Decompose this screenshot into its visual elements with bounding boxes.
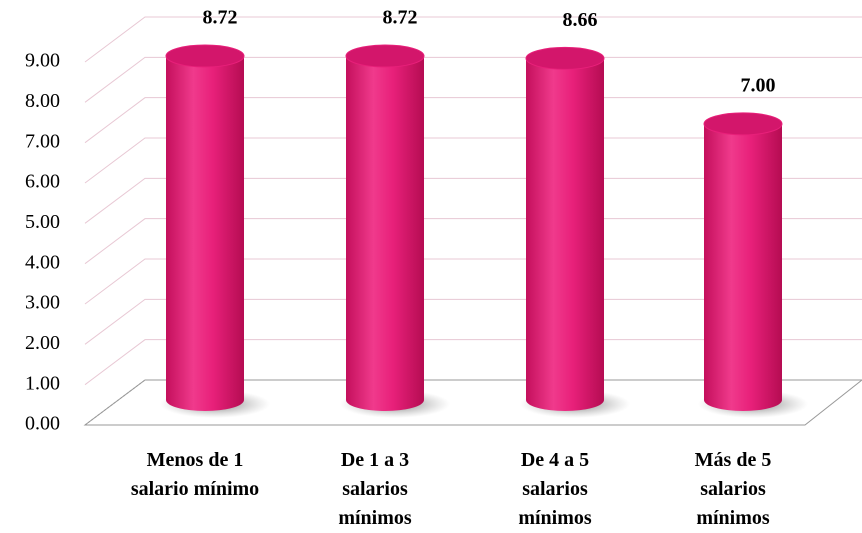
y-tick-label: 2.00 (25, 332, 60, 354)
y-tick-label: 4.00 (25, 251, 60, 273)
x-tick-label: Menos de 1 salario mínimo (130, 449, 260, 500)
y-tick-label: 3.00 (25, 292, 60, 314)
y-tick-label: 6.00 (25, 171, 60, 193)
bar-top (703, 112, 783, 136)
bar (166, 56, 244, 412)
x-tick-label: De 4 a 5 salarios mínimos (518, 449, 592, 529)
value-label: 8.72 (383, 7, 418, 29)
value-label: 8.72 (203, 7, 238, 29)
grid-line (84, 218, 862, 265)
bar-top (525, 46, 605, 70)
bar (704, 123, 782, 411)
bar-top (165, 44, 245, 68)
y-tick-label: 8.00 (25, 90, 60, 112)
grid-line (84, 56, 862, 103)
grid-line (84, 97, 862, 144)
bar (346, 56, 424, 412)
grid-line (84, 137, 862, 184)
grid-line (84, 16, 862, 63)
grid-line (84, 258, 862, 305)
y-tick-label: 1.00 (25, 372, 60, 394)
y-tick-label: 5.00 (25, 211, 60, 233)
x-tick-label: De 1 a 3 salarios mínimos (338, 449, 412, 529)
bar (526, 58, 604, 412)
x-tick-label: Más de 5 salarios mínimos (694, 449, 772, 529)
bar-top (345, 44, 425, 68)
grid-line (84, 298, 862, 345)
grid-line (84, 177, 862, 224)
y-tick-label: 9.00 (25, 50, 60, 72)
y-axis (84, 379, 146, 426)
value-label: 8.66 (563, 9, 598, 31)
value-label: 7.00 (741, 74, 776, 96)
y-tick-label: 0.00 (25, 413, 60, 435)
y-tick-label: 7.00 (25, 130, 60, 152)
grid-line (84, 339, 862, 386)
